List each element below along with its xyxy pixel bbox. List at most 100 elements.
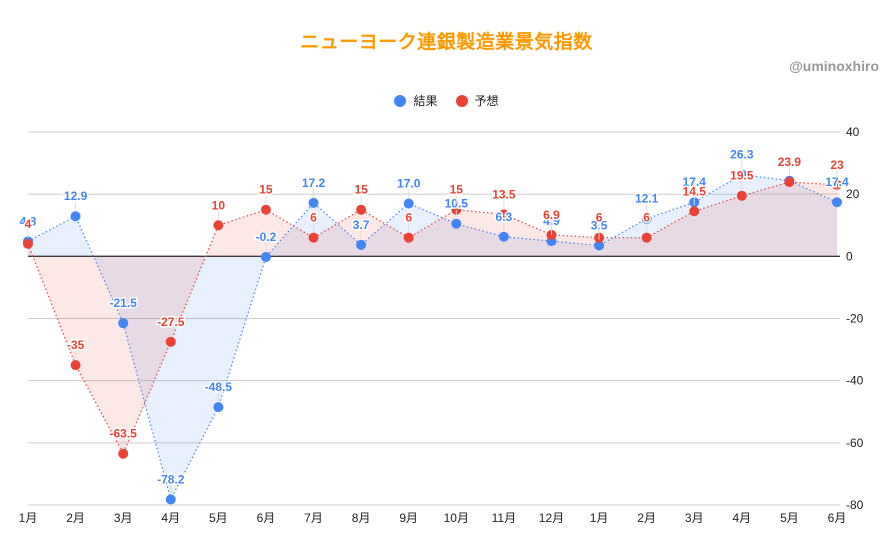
x-tick-label: 3月 (114, 511, 133, 525)
series-line (27, 181, 838, 456)
x-tick-label: 2月 (66, 511, 85, 525)
data-label: -78.2 (157, 472, 185, 486)
data-point[interactable] (165, 494, 176, 505)
data-point[interactable] (498, 209, 509, 220)
data-label: 6.3 (496, 210, 513, 224)
data-labels: 4.812.9-21.5-78.2-48.5-0.217.23.717.010.… (18, 146, 851, 494)
series-areas (28, 174, 837, 500)
data-point[interactable] (308, 232, 319, 243)
data-label: -0.2 (256, 230, 277, 244)
data-point[interactable] (641, 232, 652, 243)
data-label: 6 (643, 211, 650, 225)
data-point[interactable] (118, 448, 129, 459)
data-point[interactable] (260, 251, 271, 262)
data-label: -35 (67, 338, 85, 352)
data-label: 23 (830, 158, 844, 172)
legend-item-forecast[interactable]: 予想 (455, 92, 499, 109)
data-point[interactable] (23, 238, 33, 249)
y-tick-label: -80 (846, 498, 864, 512)
y-tick-label: 0 (846, 249, 853, 263)
data-label: -48.5 (205, 380, 233, 394)
data-point[interactable] (213, 402, 224, 413)
data-point[interactable] (736, 169, 747, 180)
legend-item-result[interactable]: 結果 (394, 92, 438, 109)
data-label: 19.5 (730, 169, 754, 183)
series-area (28, 174, 837, 500)
series-line (27, 173, 838, 502)
data-point[interactable] (260, 204, 271, 215)
data-point[interactable] (70, 211, 81, 222)
x-tick-label: 1月 (19, 511, 38, 525)
x-tick-label: 6月 (828, 511, 847, 525)
data-label: 13.5 (492, 187, 516, 201)
data-label: -21.5 (109, 296, 137, 310)
data-label: 17.4 (825, 175, 849, 189)
data-point[interactable] (784, 177, 795, 188)
axis-ticks: 40 20 0 -20 -40 -60 -80 1月 2月 3月 4月 5月 6月 7月 8月 9月 10月 11… (19, 125, 864, 525)
x-tick-label: 11月 (492, 511, 516, 525)
series-points (23, 169, 842, 505)
legend-label: 結果 (413, 94, 438, 108)
legend-dot-icon (455, 94, 468, 107)
legend-dot-icon (394, 94, 407, 107)
data-point[interactable] (641, 213, 652, 224)
data-label: 17.2 (302, 176, 326, 190)
data-point[interactable] (403, 232, 414, 243)
data-label: 4 (25, 217, 32, 231)
data-point[interactable] (689, 206, 700, 217)
x-tick-label: 8月 (352, 511, 371, 525)
data-label: -27.5 (157, 315, 185, 329)
legend: 結果 予想 (0, 92, 893, 109)
data-point[interactable] (165, 336, 176, 347)
data-point[interactable] (403, 198, 414, 209)
data-point[interactable] (451, 218, 462, 229)
data-point[interactable] (736, 190, 747, 201)
data-label: 17.0 (397, 176, 421, 190)
x-tick-label: 1月 (590, 511, 609, 525)
x-tick-label: 5月 (209, 511, 228, 525)
y-tick-label: -40 (846, 374, 864, 388)
x-tick-label: 4月 (161, 511, 180, 525)
data-point[interactable] (213, 220, 224, 231)
data-point[interactable] (70, 360, 81, 371)
data-label: 14.5 (683, 184, 707, 198)
x-tick-label: 6月 (257, 511, 276, 525)
data-label: 15 (450, 183, 464, 197)
data-label: -63.5 (109, 427, 137, 441)
x-tick-label: 4月 (732, 511, 751, 525)
data-label: 6 (596, 211, 603, 225)
data-point[interactable] (356, 204, 367, 215)
data-point[interactable] (118, 318, 129, 329)
legend-label: 予想 (474, 94, 499, 108)
data-label: 15 (354, 183, 368, 197)
x-tick-label: 2月 (637, 511, 656, 525)
x-tick-label: 7月 (304, 511, 323, 525)
data-point[interactable] (594, 240, 605, 251)
data-label: 6 (405, 211, 412, 225)
gridlines (28, 131, 840, 506)
y-tick-label: -20 (846, 312, 864, 326)
x-tick-label: 5月 (780, 511, 799, 525)
x-tick-label: 12月 (539, 511, 564, 525)
data-point[interactable] (308, 197, 319, 208)
chart-title: ニューヨーク連銀製造業景気指数 (300, 31, 593, 53)
data-point[interactable] (498, 231, 509, 242)
data-point[interactable] (832, 197, 842, 208)
data-label: 23.9 (778, 155, 802, 169)
data-point[interactable] (356, 239, 367, 250)
watermark: @uminoxhiro (789, 58, 879, 74)
data-point[interactable] (832, 179, 842, 190)
data-label: 6.9 (543, 208, 560, 222)
y-tick-label: 40 (846, 125, 860, 139)
data-label: 15 (259, 183, 273, 197)
data-label: 10 (212, 198, 226, 212)
x-tick-label: 3月 (685, 511, 704, 525)
x-tick-label: 10月 (444, 511, 469, 525)
data-label: 6 (310, 211, 317, 225)
data-label: 4.8 (20, 214, 37, 228)
series-lines (27, 173, 838, 502)
data-label: 17.4 (683, 175, 707, 189)
data-label: 12.1 (635, 192, 659, 206)
series-area (28, 182, 837, 454)
